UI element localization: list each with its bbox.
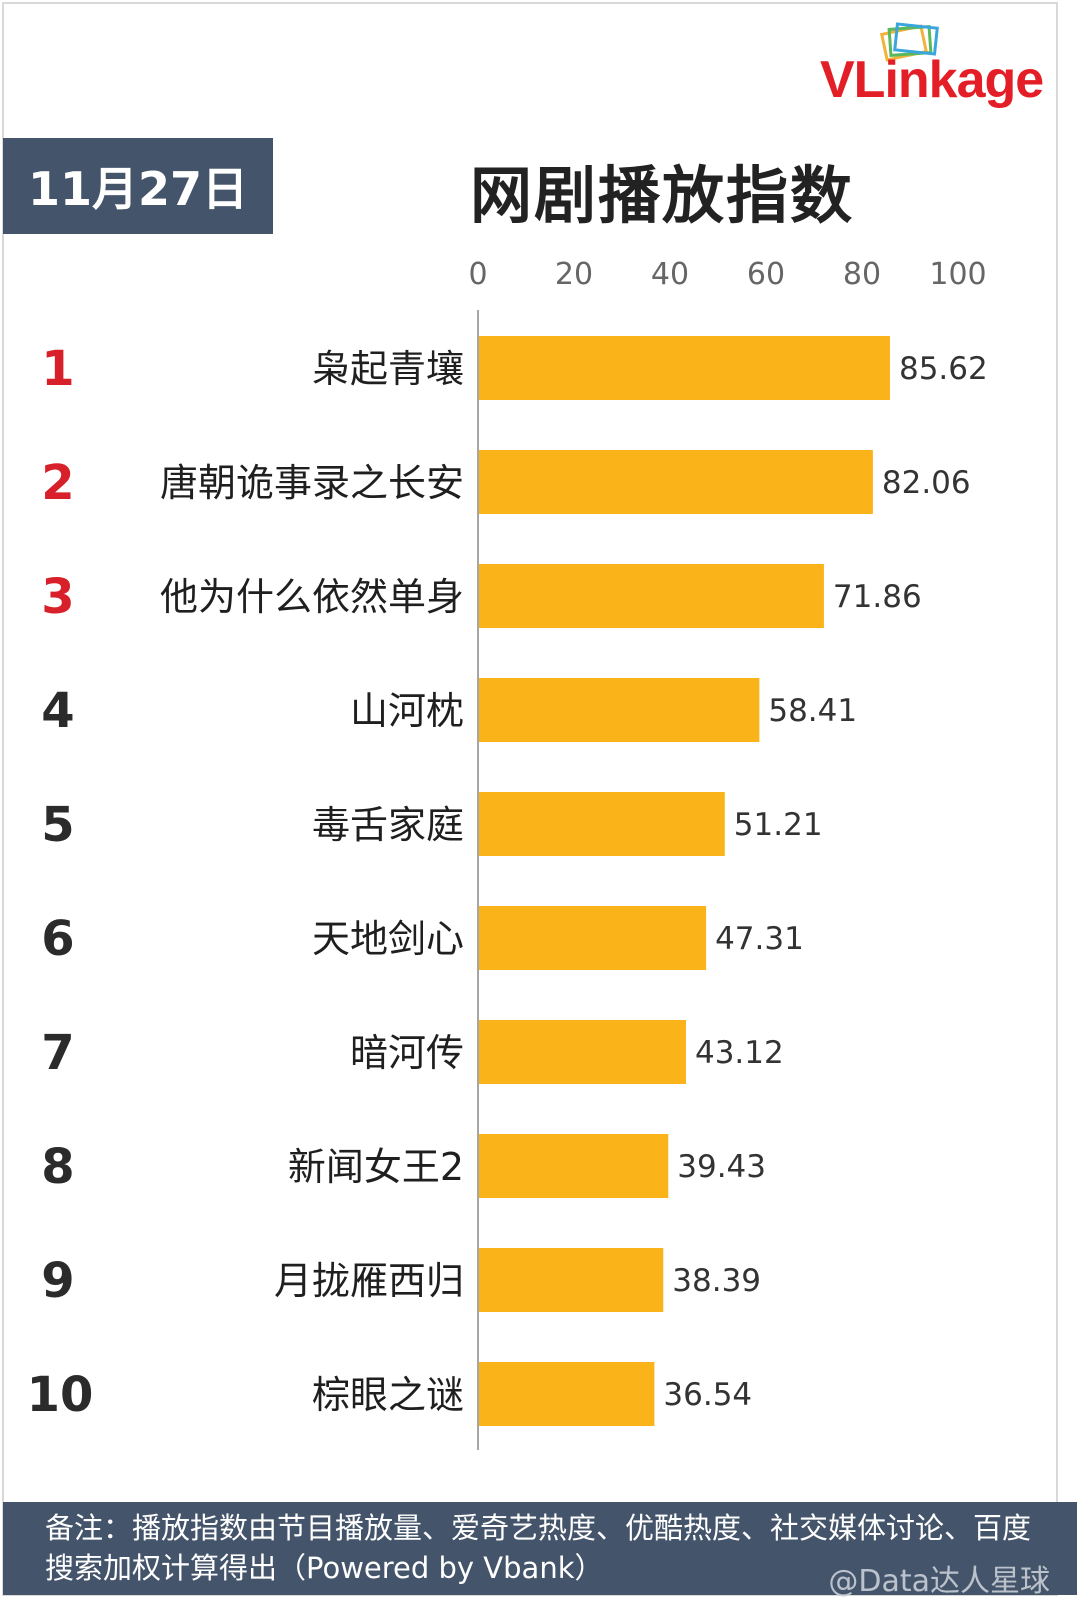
bar: [479, 678, 760, 742]
value-label: 85.62: [899, 351, 988, 387]
bar: [479, 1362, 655, 1426]
bar: [479, 792, 725, 856]
rank-number: 4: [41, 683, 74, 739]
category-label: 枭起青壤: [312, 347, 464, 391]
footer-note-banner: 备注：播放指数由节目播放量、爱奇艺热度、优酷热度、社交媒体讨论、百度搜索加权计算…: [3, 1502, 1077, 1595]
value-label: 82.06: [882, 465, 971, 501]
category-label: 唐朝诡事录之长安: [160, 461, 464, 505]
category-label: 月拢雁西归: [274, 1259, 464, 1303]
x-tick-label: 60: [747, 257, 785, 292]
category-label: 天地剑心: [312, 917, 464, 961]
category-label: 棕眼之谜: [312, 1373, 464, 1417]
footer-note: 备注：播放指数由节目播放量、爱奇艺热度、优酷热度、社交媒体讨论、百度搜索加权计算…: [45, 1511, 1032, 1585]
value-label: 47.31: [715, 921, 804, 957]
bar: [479, 1134, 669, 1198]
bar: [479, 906, 707, 970]
value-label: 38.39: [672, 1263, 761, 1299]
rank-number: 5: [41, 797, 74, 853]
value-label: 51.21: [734, 807, 823, 843]
category-label: 暗河传: [350, 1031, 464, 1075]
value-label: 43.12: [695, 1035, 784, 1071]
rank-number: 1: [41, 341, 74, 397]
bar: [479, 1248, 664, 1312]
x-tick-label: 100: [929, 257, 986, 292]
rank-number: 6: [41, 911, 74, 967]
category-label: 他为什么依然单身: [160, 575, 464, 619]
category-label: 新闻女王2: [288, 1145, 464, 1189]
bar: [479, 336, 890, 400]
bar-chart: 0 20 40 60 80 100 1 枭起青壤 85.62 2 唐朝诡事录之长安 82.06 3 他为什…: [27, 257, 988, 1450]
vlinkage-logo: VLinkage: [820, 20, 1060, 120]
brand-name: VLinkage: [820, 51, 1044, 109]
rank-number: 9: [41, 1253, 74, 1309]
x-tick-label: 0: [468, 257, 487, 292]
weibo-watermark: @Data达人星球: [828, 1564, 1050, 1599]
value-label: 71.86: [833, 579, 922, 615]
rank-number: 8: [41, 1139, 74, 1195]
page-title: 网剧播放指数: [470, 159, 855, 232]
logo-frames-icon: [879, 22, 939, 62]
rank-number: 7: [41, 1025, 74, 1081]
x-tick-label: 20: [555, 257, 593, 292]
chart-frame: [2, 2, 1058, 1596]
bar: [479, 1020, 686, 1084]
date-badge: 11月27日: [3, 138, 273, 234]
rank-number: 2: [41, 455, 74, 511]
x-tick-label: 80: [843, 257, 881, 292]
bar: [479, 564, 824, 628]
rank-number: 3: [41, 569, 74, 625]
x-tick-label: 40: [651, 257, 689, 292]
value-label: 36.54: [663, 1377, 752, 1413]
value-label: 58.41: [768, 693, 857, 729]
category-label: 山河枕: [350, 689, 464, 733]
bar: [479, 450, 873, 514]
rank-number: 10: [27, 1367, 94, 1423]
value-label: 39.43: [677, 1149, 766, 1185]
category-label: 毒舌家庭: [312, 803, 464, 847]
